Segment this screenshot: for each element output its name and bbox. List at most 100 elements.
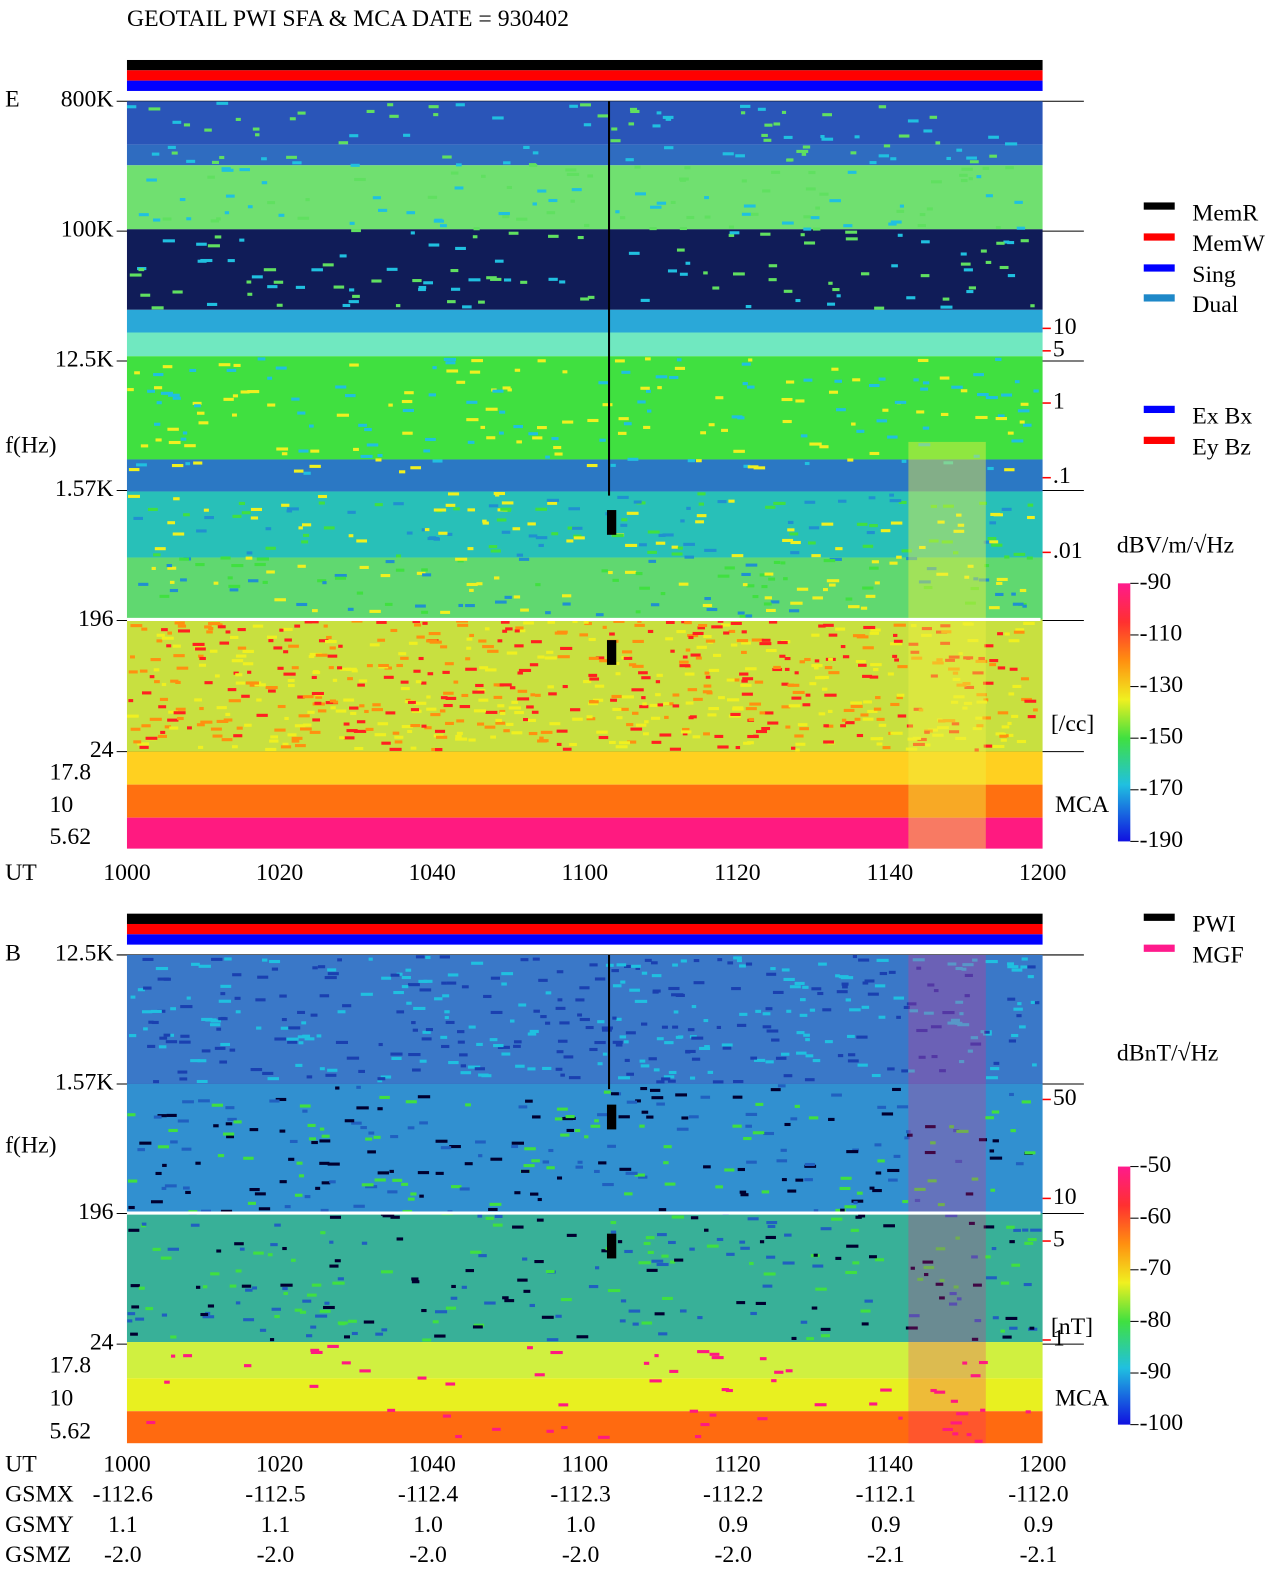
spectrogram-texture: [641, 1110, 649, 1114]
spectrogram-texture: [457, 559, 464, 563]
spectrogram-texture: [198, 663, 207, 667]
legend-swatch: [1143, 294, 1175, 302]
spectrogram-texture: [349, 221, 355, 225]
spectrogram-texture: [239, 168, 250, 172]
spectrogram-texture: [847, 458, 854, 462]
spectrogram-texture: [180, 578, 187, 582]
spectrogram-texture: [573, 536, 585, 540]
spectrogram-texture: [804, 241, 816, 245]
spectrogram-texture: [494, 1214, 503, 1218]
spectrogram-texture: [930, 674, 938, 678]
spectrogram-texture: [704, 196, 709, 200]
spectrogram-texture: [202, 1285, 208, 1289]
spectrogram-texture: [500, 620, 510, 624]
spectrogram-texture: [183, 1354, 193, 1358]
spectrogram-texture: [942, 504, 954, 508]
spectrogram-texture: [808, 170, 816, 175]
spectrogram-texture: [968, 286, 976, 290]
spectrogram-texture: [214, 674, 220, 678]
spectrogram-texture: [880, 1388, 892, 1392]
spectrogram-texture: [212, 734, 223, 738]
spectrogram-texture: [707, 1070, 714, 1074]
spectrogram-band: [126, 1342, 1043, 1379]
spectrogram-texture: [196, 529, 207, 533]
spectrogram-texture: [526, 705, 534, 709]
spectrogram-texture: [936, 726, 949, 730]
spectrogram-texture: [750, 1311, 757, 1316]
spectrogram-texture: [731, 987, 741, 991]
spectrogram-texture: [992, 1139, 999, 1143]
spectrogram-texture: [1000, 1281, 1010, 1285]
spectrogram-texture: [351, 229, 361, 233]
spectrogram-texture: [765, 1235, 776, 1240]
spectrogram-texture: [601, 1249, 608, 1253]
x-tick-label: 1020: [256, 860, 303, 886]
spectrogram-texture: [440, 610, 451, 614]
spectrogram-texture: [265, 747, 277, 752]
spectrogram-texture: [972, 671, 984, 675]
spectrogram-texture: [287, 733, 297, 737]
spectrogram-texture: [667, 1079, 676, 1083]
spectrogram-texture: [401, 725, 413, 729]
spectrogram-texture: [421, 724, 427, 728]
spectrogram-texture: [319, 1067, 325, 1071]
spectrogram-texture: [733, 1080, 744, 1084]
spectrogram-texture: [685, 648, 691, 652]
spectrogram-texture: [950, 1421, 962, 1425]
spectrogram-texture: [630, 727, 643, 731]
spectrogram-texture: [287, 679, 295, 683]
spectrogram-texture: [521, 1169, 530, 1173]
spectrogram-texture: [538, 543, 544, 547]
spectrogram-texture: [741, 641, 752, 645]
spectrogram-texture: [1024, 699, 1037, 703]
spectrogram-texture: [369, 609, 381, 613]
spectrogram-texture: [1021, 1100, 1031, 1104]
spectrogram-texture: [795, 399, 805, 403]
spectrogram-texture: [403, 133, 411, 137]
y2-tick-label: 5: [1053, 1226, 1065, 1252]
spectrogram-texture: [663, 702, 670, 706]
status-strip: [126, 934, 1043, 945]
spectrogram-texture: [325, 701, 339, 705]
spectrogram-texture: [794, 1104, 800, 1108]
spectrogram-texture: [406, 211, 416, 215]
spectrogram-texture: [631, 688, 644, 692]
spectrogram-texture: [443, 703, 453, 708]
spectrogram-texture: [784, 1233, 792, 1237]
spectrogram-texture: [663, 1161, 669, 1165]
spectrogram-texture: [898, 1416, 903, 1420]
spectrogram-texture: [800, 1320, 808, 1324]
spectrogram-texture: [594, 1169, 600, 1174]
spectrogram-texture: [506, 722, 514, 726]
spectrogram-texture: [348, 534, 354, 538]
spectrogram-texture: [937, 1203, 945, 1207]
spectrogram-texture: [349, 134, 359, 138]
spectrogram-texture: [903, 1005, 910, 1010]
spectrogram-texture: [428, 243, 440, 247]
spectrogram-texture: [176, 666, 189, 670]
spectrogram-texture: [381, 976, 392, 980]
spectrogram-texture: [523, 718, 529, 722]
spectrogram-texture: [962, 1361, 968, 1365]
x-tick-label: 1140: [867, 1451, 914, 1477]
spectrogram-texture: [497, 704, 505, 708]
spectrogram-texture: [471, 359, 483, 363]
spectrogram-texture: [288, 1026, 301, 1030]
spectrogram-texture: [1009, 1240, 1015, 1244]
spectrogram-texture: [532, 1115, 541, 1119]
spectrogram-texture: [273, 280, 284, 284]
spectrogram-texture: [279, 994, 287, 998]
spectrogram-texture: [693, 959, 700, 963]
spectrogram-texture: [846, 1244, 859, 1248]
spectrogram-texture: [151, 1020, 159, 1025]
spectrogram-texture: [804, 657, 811, 662]
spectrogram-texture: [456, 719, 465, 723]
spectrogram-texture: [278, 213, 285, 217]
legend-label: MemR: [1192, 200, 1258, 226]
spectrogram-texture: [947, 962, 957, 966]
spectrogram-texture: [170, 679, 179, 683]
spectrogram-texture: [1009, 1092, 1014, 1097]
spectrogram-texture: [996, 577, 1008, 581]
spectrogram-texture: [929, 115, 938, 119]
spectrogram-texture: [511, 1144, 519, 1149]
